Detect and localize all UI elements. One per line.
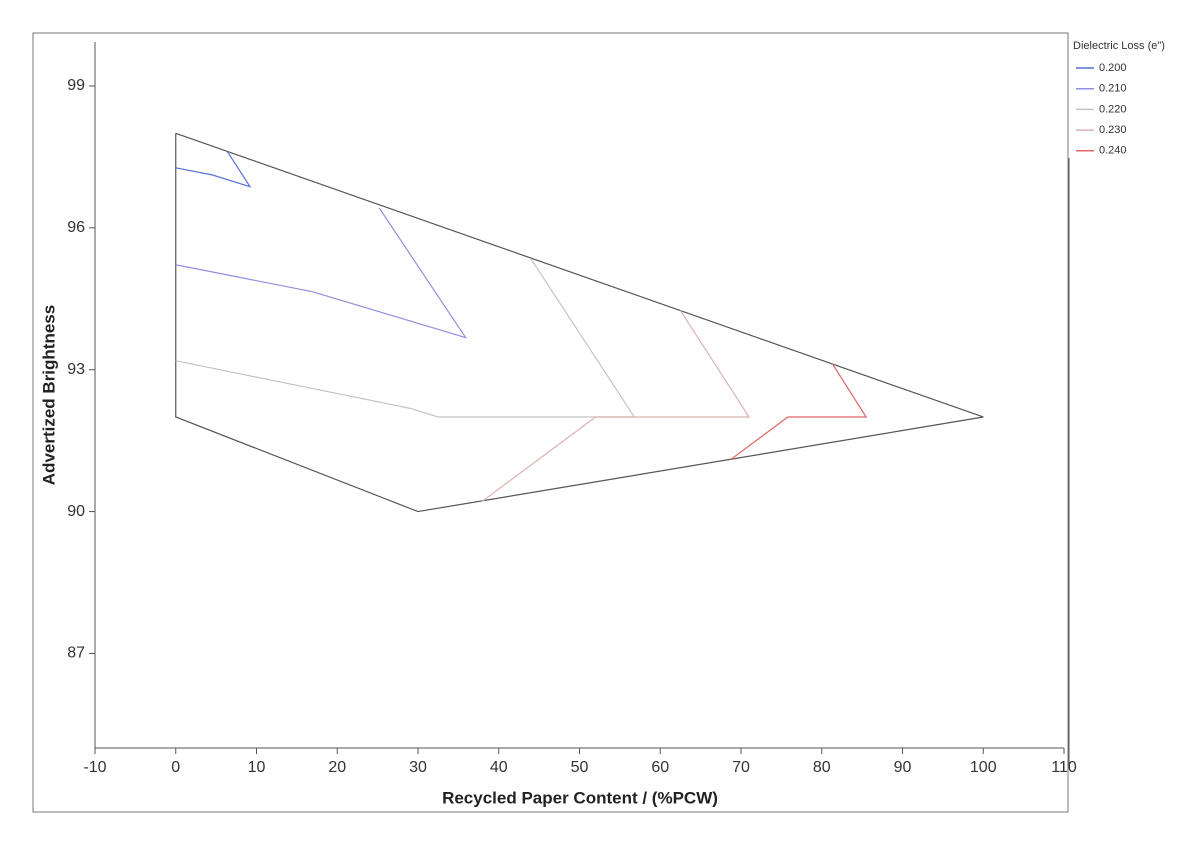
x-tick-label: 40 — [490, 759, 508, 776]
x-tick-label: 70 — [732, 759, 750, 776]
y-tick-label: 99 — [67, 77, 85, 94]
x-tick-label: 100 — [970, 759, 997, 776]
contour-line — [481, 310, 751, 503]
y-tick-label: 90 — [67, 503, 85, 520]
y-tick-label: 87 — [67, 645, 85, 662]
x-axis-title: Recycled Paper Content / (%PCW) — [442, 788, 718, 807]
x-tick-label: 0 — [171, 759, 180, 776]
legend-label: 0.240 — [1099, 145, 1127, 157]
legend-label: 0.210 — [1099, 83, 1127, 95]
contour-line — [730, 363, 868, 460]
contour-line — [175, 207, 468, 339]
x-tick-label: 50 — [571, 759, 589, 776]
x-tick-label: 80 — [813, 759, 831, 776]
legend-label: 0.200 — [1099, 62, 1127, 74]
contour-line — [175, 151, 252, 188]
legend-title: Dielectric Loss (e") — [1073, 40, 1165, 52]
x-tick-label: 60 — [651, 759, 669, 776]
x-tick-label: 10 — [248, 759, 266, 776]
region-boundary — [175, 132, 984, 513]
y-tick-label: 96 — [67, 219, 85, 236]
y-axis-title: Advertized Brightness — [39, 305, 58, 485]
x-tick-label: -10 — [83, 759, 106, 776]
x-tick-label: 110 — [1051, 759, 1077, 776]
contour-line — [175, 258, 636, 418]
x-tick-label: 20 — [328, 759, 346, 776]
x-tick-label: 30 — [409, 759, 427, 776]
legend-label: 0.220 — [1099, 103, 1127, 115]
y-tick-label: 93 — [67, 361, 85, 378]
x-tick-label: 90 — [894, 759, 912, 776]
legend-label: 0.230 — [1099, 124, 1127, 136]
frame — [32, 32, 1069, 813]
